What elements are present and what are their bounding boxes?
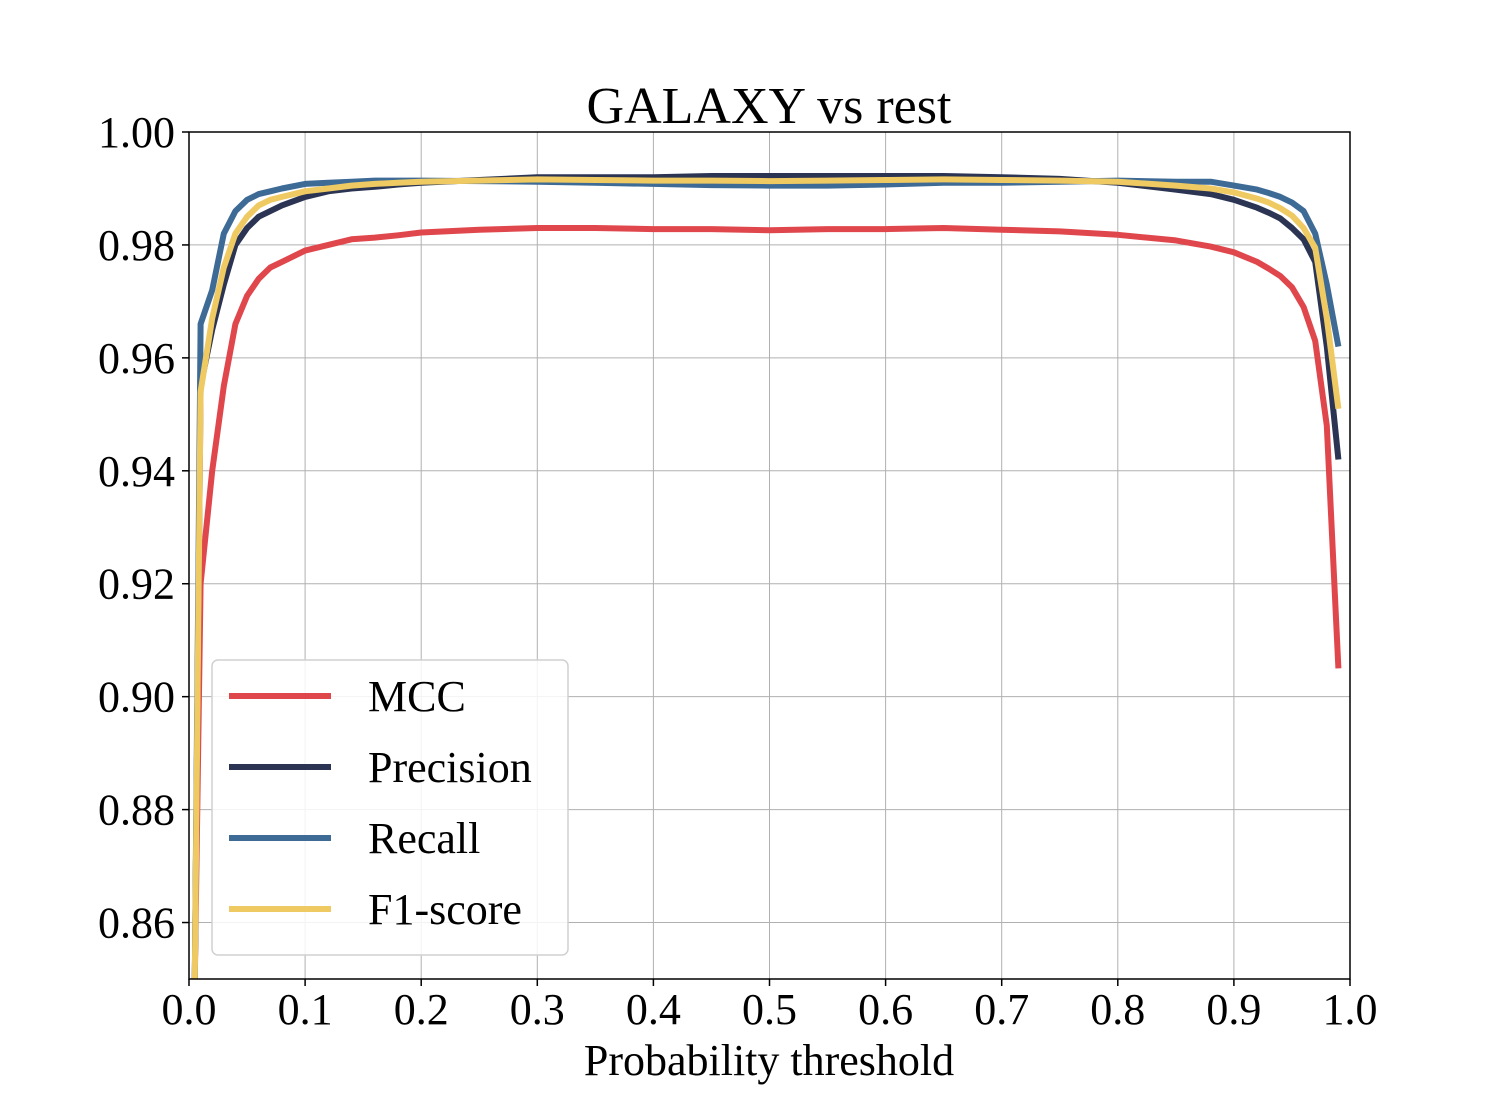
y-tick-label: 0.88 xyxy=(98,786,175,835)
series-lines xyxy=(191,173,1342,979)
y-tick-label: 1.00 xyxy=(98,108,175,157)
y-tick-label: 0.92 xyxy=(98,560,175,609)
legend-label-f1-score: F1-score xyxy=(368,885,522,934)
x-tick-label: 0.4 xyxy=(626,985,681,1034)
legend-label-mcc: MCC xyxy=(368,672,466,721)
y-tick-label: 0.96 xyxy=(98,334,175,383)
series-line-mcc xyxy=(191,225,1342,979)
chart-title: GALAXY vs rest xyxy=(587,78,952,135)
x-tick-label: 0.2 xyxy=(394,985,449,1034)
x-tick-label: 0.3 xyxy=(510,985,565,1034)
plot-frame xyxy=(188,131,1351,980)
legend-label-recall: Recall xyxy=(368,814,480,863)
x-tick-label: 1.0 xyxy=(1323,985,1378,1034)
x-tick-label: 0.1 xyxy=(278,985,333,1034)
legend: MCC Precision Recall F1-score xyxy=(211,659,569,956)
y-tick-label: 0.86 xyxy=(98,899,175,948)
x-axis-ticks: 0.0 0.1 0.2 0.3 0.4 0.5 0.6 0.7 0.8 0.9 1.0 xyxy=(162,979,1378,1034)
x-tick-label: 0.0 xyxy=(162,985,217,1034)
series-line-f1-score xyxy=(191,176,1342,979)
y-tick-label: 0.98 xyxy=(98,221,175,270)
x-tick-label: 0.8 xyxy=(1090,985,1145,1034)
legend-label-precision: Precision xyxy=(368,743,532,792)
series-line-precision xyxy=(191,173,1342,979)
y-tick-label: 0.94 xyxy=(98,447,175,496)
y-axis-ticks: 0.86 0.88 0.90 0.92 0.94 0.96 0.98 1.00 xyxy=(98,108,189,948)
x-tick-label: 0.7 xyxy=(974,985,1029,1034)
x-axis-label: Probability threshold xyxy=(584,1036,954,1085)
x-tick-label: 0.9 xyxy=(1206,985,1261,1034)
series-line-recall xyxy=(191,177,1342,979)
y-tick-label: 0.90 xyxy=(98,673,175,722)
x-tick-label: 0.6 xyxy=(858,985,913,1034)
x-tick-label: 0.5 xyxy=(742,985,797,1034)
legend-box xyxy=(211,659,569,956)
